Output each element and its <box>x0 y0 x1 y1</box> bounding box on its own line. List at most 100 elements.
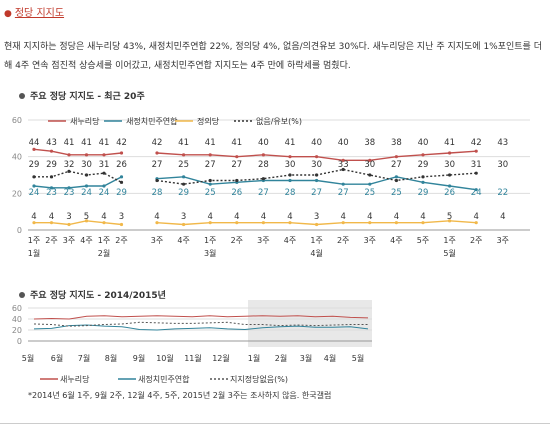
chart2-title: 주요 정당 지지도 - 2014/2015년 <box>30 289 166 301</box>
justice-point <box>341 221 345 225</box>
month-label: 3월 <box>204 248 216 258</box>
justice-data-label: 4 <box>340 212 345 222</box>
x-tick-label: 5월 <box>352 353 364 363</box>
x-tick-label: 5월 <box>22 353 34 363</box>
justice-data-label: 3 <box>314 212 319 222</box>
x-tick-label: 6월 <box>51 353 63 363</box>
npad-point <box>315 178 319 183</box>
x-tick-label: 9월 <box>133 353 145 363</box>
justice-data-label: 4 <box>394 212 399 222</box>
x-tick-label: 4월 <box>324 353 336 363</box>
none-opinion-data-label: 30 <box>364 160 375 170</box>
npad-data-label: 24 <box>81 188 92 198</box>
x-tick-label: 1주 <box>310 236 322 245</box>
saenuri-line <box>33 148 122 156</box>
x-tick-label: 2주 <box>45 236 57 245</box>
npad-point <box>32 184 36 188</box>
none-opinion-point <box>261 177 265 181</box>
x-tick-label: 2주 <box>337 236 349 245</box>
saenuri-data-label: 41 <box>205 138 216 148</box>
justice-data-label: 3 <box>119 212 124 222</box>
saenuri-point <box>474 149 478 153</box>
npad-point <box>102 184 106 188</box>
npad-point <box>67 186 71 190</box>
saenuri-data-label: 41 <box>444 138 455 148</box>
x-tick-label: 3월 <box>300 353 312 363</box>
x-tick-label: 3주 <box>364 236 376 245</box>
npad-data-label: 23 <box>64 188 75 198</box>
saenuri-data-label: 38 <box>364 138 375 148</box>
none-opinion-data-label: 25 <box>178 160 189 170</box>
justice-data-label: 4 <box>31 212 36 222</box>
x-tick-label: 1주 <box>98 236 110 245</box>
x-tick-label: 2주 <box>231 236 243 245</box>
none-opinion-data-label: 27 <box>231 160 242 170</box>
saenuri-data-label: 40 <box>338 138 349 148</box>
justice-point <box>84 219 89 223</box>
justice-point <box>448 219 452 223</box>
saenuri-point <box>394 155 398 159</box>
justice-point <box>235 221 239 225</box>
npad-data-label: 27 <box>311 188 322 198</box>
none-opinion-data-label: 32 <box>64 160 75 170</box>
none-opinion-point <box>421 175 425 179</box>
legend-label: 없음/유보(%) <box>256 117 302 126</box>
none-opinion-data-label: 31 <box>99 160 110 170</box>
npad-2014-line <box>33 324 369 331</box>
none-opinion-data-label: 27 <box>152 160 163 170</box>
npad-data-label: 25 <box>205 188 216 198</box>
justice-data-label: 4 <box>154 212 159 222</box>
saenuri-data-label: 38 <box>391 138 402 148</box>
none-opinion-point <box>341 167 345 172</box>
justice-point <box>119 222 124 227</box>
month-label: 5월 <box>443 248 455 258</box>
npad-point <box>421 180 425 184</box>
saenuri-data-label: 41 <box>285 138 296 148</box>
justice-data-label: 5 <box>447 212 452 222</box>
saenuri-point <box>32 147 36 151</box>
section-header: ● 정당 지지도 <box>4 4 64 19</box>
title-bullet-icon <box>19 93 25 99</box>
saenuri-point <box>288 155 292 159</box>
npad-data-label: 29 <box>178 188 189 198</box>
saenuri-data-label: 40 <box>311 138 322 148</box>
saenuri-data-label: 41 <box>64 138 75 148</box>
x-tick-label: 12월 <box>212 353 230 363</box>
section-title[interactable]: 정당 지지도 <box>14 8 65 19</box>
justice-point <box>155 221 159 225</box>
saenuri-point <box>49 149 54 153</box>
saenuri-point <box>341 158 345 162</box>
x-tick-label: 3주 <box>497 236 509 245</box>
npad-data-label: 23 <box>46 188 57 198</box>
justice-data-label: 4 <box>101 212 106 222</box>
none-opinion-point <box>208 178 212 183</box>
saenuri-data-label: 41 <box>178 138 189 148</box>
npad-point <box>182 175 186 179</box>
chart1-title: 주요 정당 지지도 - 최근 20주 <box>30 90 145 102</box>
saenuri-point <box>67 153 71 157</box>
justice-data-label: 4 <box>207 212 212 222</box>
none-opinion-point <box>315 173 319 177</box>
saenuri-data-label: 41 <box>231 138 242 148</box>
x-tick-label: 10월 <box>156 353 174 363</box>
none-opinion-data-label: 30 <box>497 160 508 170</box>
npad-line <box>33 176 122 189</box>
npad-point <box>474 188 478 192</box>
npad-data-label: 24 <box>471 188 482 198</box>
none-opinion-line <box>34 170 122 183</box>
x-tick-label: 1주 <box>443 236 455 245</box>
saenuri-point <box>421 153 425 157</box>
shaded-region <box>248 300 372 347</box>
x-tick-label: 2주 <box>470 236 482 245</box>
saenuri-data-label: 41 <box>99 138 110 148</box>
none-opinion-point <box>182 182 186 186</box>
none-opinion-data-label: 30 <box>444 160 455 170</box>
none-opinion-point <box>102 171 106 175</box>
saenuri-data-label: 43 <box>46 138 57 148</box>
npad-data-label: 27 <box>338 188 349 198</box>
npad-data-label: 25 <box>364 188 375 198</box>
x-tick-label: 2월 <box>275 353 287 363</box>
x-tick-label: 3주 <box>257 236 269 245</box>
saenuri-point <box>182 153 186 157</box>
saenuri-data-label: 42 <box>152 138 163 148</box>
